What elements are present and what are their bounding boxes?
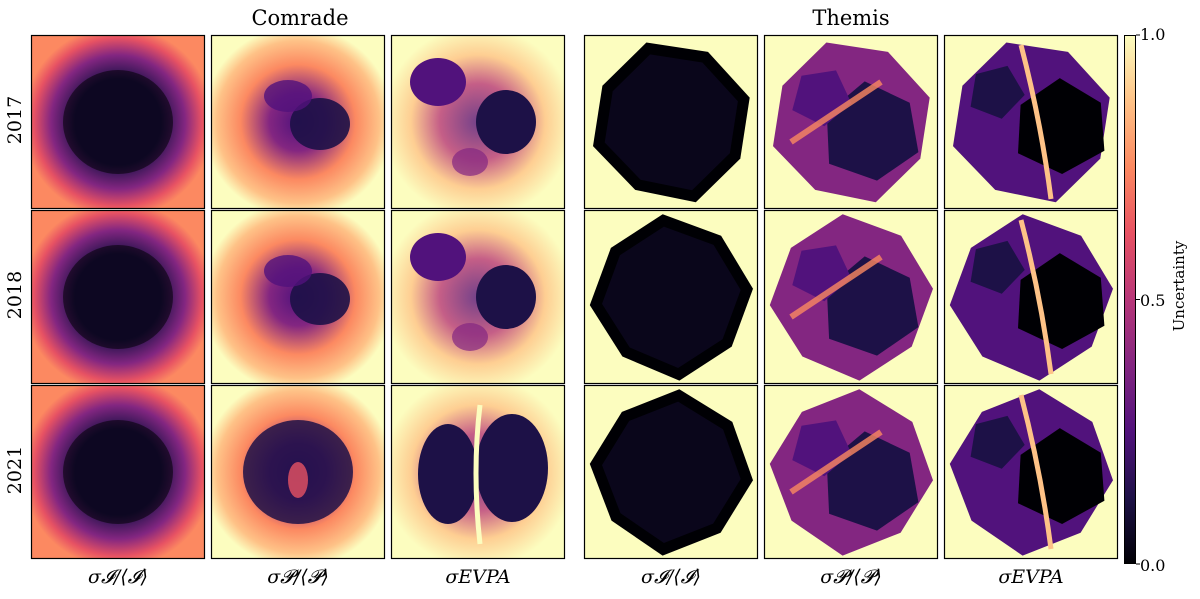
col-label-comrade-intensity: σ𝓘/⟨𝓘⟩ [88,566,148,588]
col-label-themis-intensity: σ𝓘/⟨𝓘⟩ [641,566,701,588]
group-title-comrade: Comrade [251,6,349,30]
colorbar-tick-0: 0.0 [1140,556,1166,575]
col-label-themis-polarization: σ𝓟/⟨𝓟⟩ [820,566,882,588]
panel-comrade-evpa-2021 [390,384,566,560]
row-label-2017: 2017 [4,95,26,145]
panel-comrade-intensity-2018 [30,209,206,385]
col-label-comrade-polarization: σ𝓟/⟨𝓟⟩ [267,566,329,588]
panel-comrade-intensity-2017 [30,34,206,210]
panel-themis-intensity-2017 [583,34,759,210]
panel-comrade-evpa-2017 [390,34,566,210]
panel-comrade-polarization-2018 [210,209,386,385]
panel-comrade-polarization-2017 [210,34,386,210]
panel-comrade-intensity-2021 [30,384,206,560]
panel-themis-evpa-2018 [943,209,1119,385]
panel-themis-intensity-2021 [583,384,759,560]
panel-themis-polarization-2021 [763,384,939,560]
panel-themis-intensity-2018 [583,209,759,385]
panel-themis-polarization-2018 [763,209,939,385]
col-label-themis-evpa: σEVPA [998,566,1064,588]
panel-themis-evpa-2021 [943,384,1119,560]
panel-comrade-polarization-2021 [210,384,386,560]
colorbar-label: Uncertainty [1170,240,1188,332]
row-label-2018: 2018 [4,270,26,320]
colorbar-gradient [1124,35,1136,564]
colorbar-tick-0-5: 0.5 [1140,291,1166,310]
panel-comrade-evpa-2018 [390,209,566,385]
group-title-themis: Themis [812,6,890,30]
panel-themis-evpa-2017 [943,34,1119,210]
col-label-comrade-evpa: σEVPA [445,566,511,588]
panel-themis-polarization-2017 [763,34,939,210]
colorbar-tick-1: 1.0 [1140,25,1166,44]
row-label-2021: 2021 [4,445,26,495]
